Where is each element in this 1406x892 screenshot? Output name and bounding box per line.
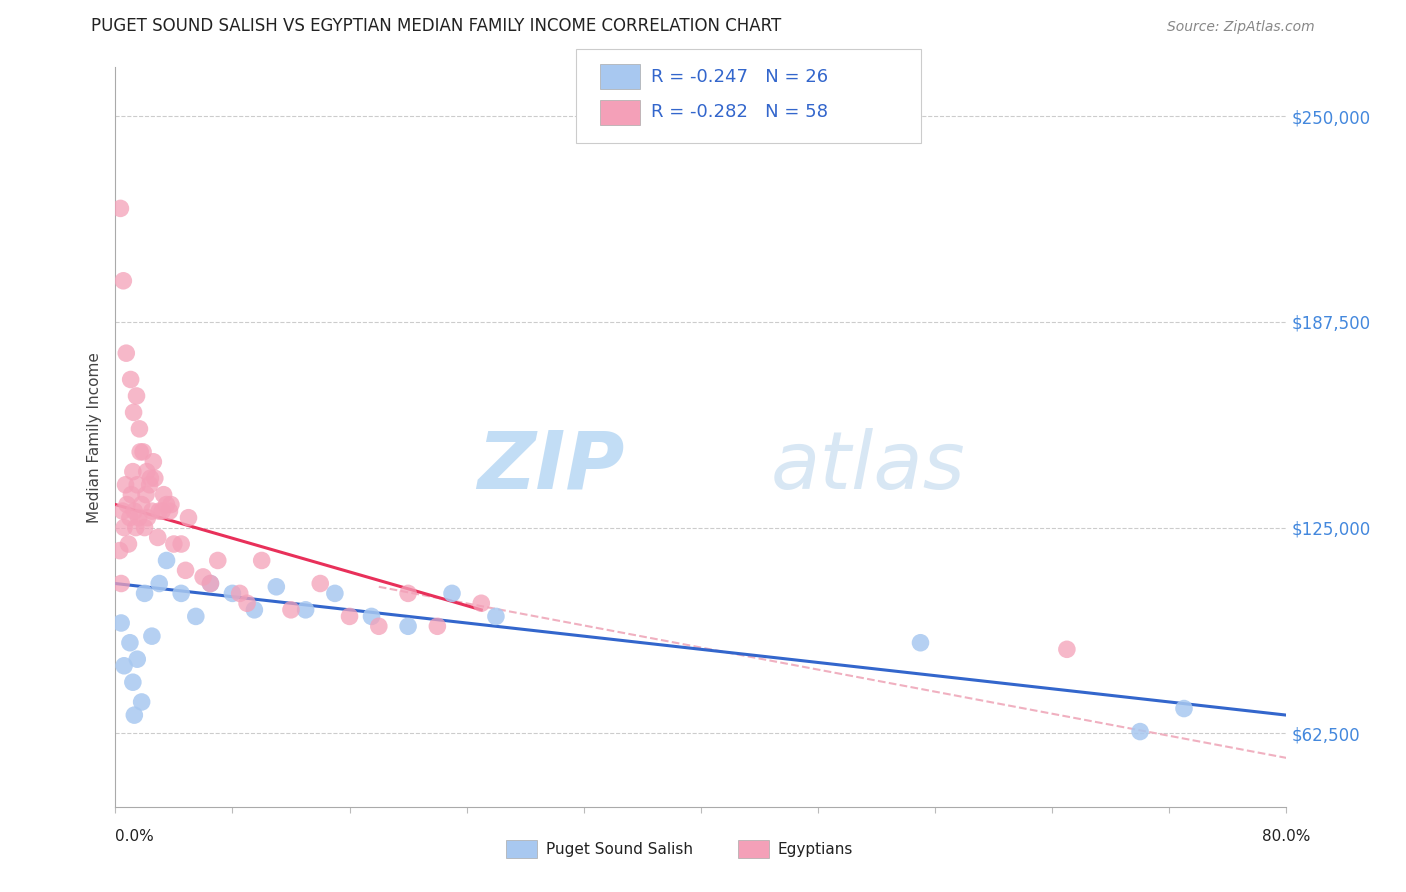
Point: [339, 609, 361, 624]
Point: [159, 504, 181, 518]
Point: [1129, 724, 1152, 739]
Text: R = -0.247   N = 26: R = -0.247 N = 26: [651, 68, 828, 86]
Point: [125, 389, 148, 403]
Point: [170, 537, 193, 551]
Point: [139, 471, 162, 485]
Point: [141, 504, 163, 518]
Point: [170, 586, 193, 600]
Point: [121, 675, 143, 690]
Point: [135, 488, 157, 502]
Text: Source: ZipAtlas.com: Source: ZipAtlas.com: [1167, 21, 1315, 34]
Point: [1056, 642, 1078, 657]
Point: [117, 537, 139, 551]
Point: [155, 498, 177, 512]
Point: [131, 498, 153, 512]
Point: [115, 346, 138, 360]
Point: [360, 609, 382, 624]
Point: [115, 498, 138, 512]
Point: [110, 615, 132, 630]
Point: [134, 586, 156, 600]
Point: [125, 520, 148, 534]
Point: [122, 405, 145, 419]
Point: [160, 498, 183, 512]
Point: [124, 504, 146, 518]
Point: [163, 537, 186, 551]
Point: [323, 586, 346, 600]
Point: [1173, 701, 1195, 715]
Point: [148, 504, 170, 518]
Text: R = -0.282   N = 58: R = -0.282 N = 58: [651, 103, 828, 121]
Point: [111, 504, 134, 518]
Point: [129, 445, 152, 459]
Point: [221, 586, 243, 600]
Point: [134, 520, 156, 534]
Text: atlas: atlas: [770, 427, 966, 506]
Point: [120, 372, 142, 386]
Point: [426, 619, 449, 633]
Point: [309, 576, 332, 591]
Text: 0.0%: 0.0%: [115, 830, 155, 844]
Point: [910, 636, 932, 650]
Text: 80.0%: 80.0%: [1263, 830, 1310, 844]
Point: [118, 636, 141, 650]
Point: [207, 553, 229, 567]
Point: [155, 553, 177, 567]
Point: [229, 586, 252, 600]
Point: [142, 455, 165, 469]
Point: [250, 553, 273, 567]
Text: PUGET SOUND SALISH VS EGYPTIAN MEDIAN FAMILY INCOME CORRELATION CHART: PUGET SOUND SALISH VS EGYPTIAN MEDIAN FA…: [91, 17, 782, 35]
Point: [124, 708, 146, 723]
Point: [177, 510, 200, 524]
Point: [110, 576, 132, 591]
Point: [152, 488, 174, 502]
Point: [112, 274, 135, 288]
Point: [174, 563, 197, 577]
Y-axis label: Median Family Income: Median Family Income: [87, 351, 103, 523]
Point: [127, 477, 149, 491]
Point: [184, 609, 207, 624]
Point: [266, 580, 288, 594]
Point: [200, 576, 222, 591]
Point: [112, 520, 135, 534]
Point: [243, 603, 266, 617]
Text: ZIP: ZIP: [478, 427, 624, 506]
Point: [280, 603, 302, 617]
Point: [236, 596, 259, 610]
Point: [138, 477, 160, 491]
Text: Puget Sound Salish: Puget Sound Salish: [546, 842, 693, 856]
Point: [146, 531, 169, 545]
Point: [367, 619, 389, 633]
Point: [114, 477, 136, 491]
Point: [396, 586, 419, 600]
Point: [131, 695, 153, 709]
Point: [148, 576, 170, 591]
Point: [294, 603, 316, 617]
Text: Egyptians: Egyptians: [778, 842, 853, 856]
Point: [108, 543, 131, 558]
Point: [485, 609, 508, 624]
Point: [128, 510, 150, 524]
Point: [127, 652, 149, 666]
Point: [191, 570, 214, 584]
Point: [135, 465, 157, 479]
Point: [470, 596, 492, 610]
Point: [150, 504, 173, 518]
Point: [136, 510, 159, 524]
Point: [110, 202, 132, 216]
Point: [141, 629, 163, 643]
Point: [128, 422, 150, 436]
Point: [143, 471, 166, 485]
Point: [440, 586, 463, 600]
Point: [121, 465, 143, 479]
Point: [132, 445, 155, 459]
Point: [118, 510, 141, 524]
Point: [200, 576, 222, 591]
Point: [112, 658, 135, 673]
Point: [396, 619, 419, 633]
Point: [120, 488, 142, 502]
